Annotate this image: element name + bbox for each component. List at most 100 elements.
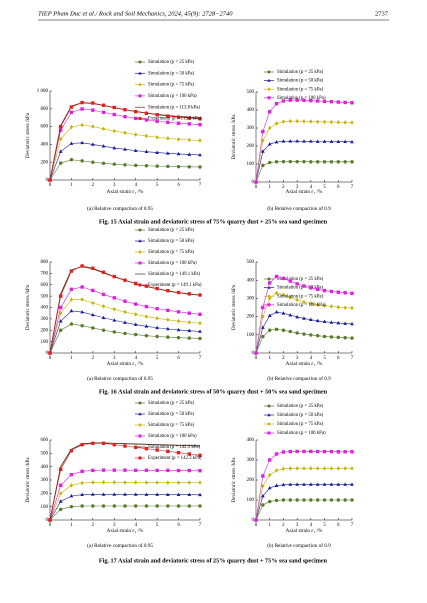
data-point (80, 297, 84, 302)
data-point (187, 152, 192, 156)
x-tick-label: 3 (296, 523, 299, 528)
legend-label: Experiment (p = 149.1 kPa) (148, 283, 202, 288)
data-point (80, 107, 84, 111)
data-point (343, 450, 347, 454)
legend-marker (138, 434, 142, 438)
data-point (350, 160, 354, 164)
data-point (176, 468, 181, 473)
data-point (329, 119, 334, 125)
legend-marker (267, 70, 271, 74)
data-point (198, 122, 202, 127)
data-point (176, 480, 181, 485)
data-point (166, 308, 170, 313)
data-point (281, 159, 286, 164)
data-point (187, 311, 191, 315)
data-point (322, 449, 327, 454)
y-tick-label: 700 (41, 272, 49, 277)
y-axis-label: Deviatoric stress /kPa (25, 112, 31, 158)
data-point (187, 137, 191, 143)
legend-marker (138, 71, 142, 75)
data-point (112, 296, 116, 300)
data-point (48, 518, 52, 522)
data-point (336, 290, 340, 294)
data-point (155, 286, 159, 291)
data-point (165, 151, 170, 155)
x-tick-label: 5 (156, 183, 159, 188)
data-point (101, 292, 106, 297)
data-point (322, 303, 327, 308)
data-point (112, 274, 116, 279)
data-point (261, 138, 265, 143)
legend-label: Simulation (p = 50 kPa) (148, 412, 195, 417)
data-point (198, 468, 202, 473)
legend-marker (267, 303, 271, 307)
legend-label: Simulation (p = 100 kPa) (277, 431, 326, 436)
data-point (91, 300, 95, 306)
data-point (112, 112, 116, 117)
data-point (316, 119, 320, 124)
data-point (176, 115, 181, 119)
data-point (69, 493, 74, 498)
data-point (176, 492, 181, 497)
data-point (58, 499, 63, 503)
y-tick-label: 600 (41, 283, 49, 288)
legend-marker (267, 422, 271, 426)
data-point (91, 468, 95, 473)
data-point (48, 178, 52, 182)
data-point (123, 468, 127, 472)
data-point (144, 118, 149, 122)
data-point (123, 147, 127, 151)
data-point (308, 317, 313, 322)
y-tick-label: 0 (46, 178, 49, 183)
data-point (112, 145, 117, 150)
x-tick-label: 3 (296, 356, 299, 361)
legend-label: Simulation (p = 100 kPa) (277, 303, 326, 308)
data-point (59, 161, 63, 165)
data-point (91, 108, 95, 112)
data-point (198, 480, 202, 485)
x-tick-label: 4 (310, 185, 313, 190)
data-point (59, 305, 63, 310)
data-point (80, 442, 84, 447)
y-tick-label: 0 (252, 518, 255, 523)
data-point (144, 314, 149, 319)
data-point (268, 296, 272, 301)
data-point (322, 139, 327, 143)
data-point (268, 110, 272, 114)
data-point (123, 492, 127, 496)
data-point (91, 288, 95, 293)
data-point (90, 312, 95, 317)
data-point (302, 159, 306, 164)
data-point (274, 274, 279, 279)
y-tick-label: 400 (41, 306, 49, 311)
data-point (112, 318, 117, 322)
data-point (101, 270, 106, 274)
data-point (343, 466, 347, 471)
data-point (166, 164, 170, 169)
data-point (309, 98, 313, 103)
data-point (101, 315, 106, 320)
data-point (343, 100, 347, 105)
y-tick-label: 400 (41, 465, 49, 470)
data-point (268, 499, 272, 504)
legend-marker (138, 401, 142, 405)
data-point (309, 498, 313, 502)
data-point (112, 330, 116, 334)
data-point (187, 116, 191, 120)
data-point (329, 320, 334, 324)
data-point (329, 100, 334, 104)
x-tick-label: 5 (156, 356, 159, 361)
legend-label: Simulation (p = 113.8 kPa) (148, 105, 200, 110)
data-point (187, 122, 191, 126)
data-point (101, 468, 106, 472)
data-point (302, 284, 306, 288)
data-point (144, 504, 149, 508)
data-point (309, 160, 313, 164)
data-point (69, 504, 74, 509)
x-axis-label: Axial strain ε₁ /% (286, 189, 323, 195)
data-point (315, 482, 320, 486)
data-point (101, 126, 106, 132)
y-tick-label: 500 (247, 90, 255, 95)
data-point (336, 100, 340, 104)
y-axis-label: Deviatoric stress /kPa (231, 457, 237, 503)
